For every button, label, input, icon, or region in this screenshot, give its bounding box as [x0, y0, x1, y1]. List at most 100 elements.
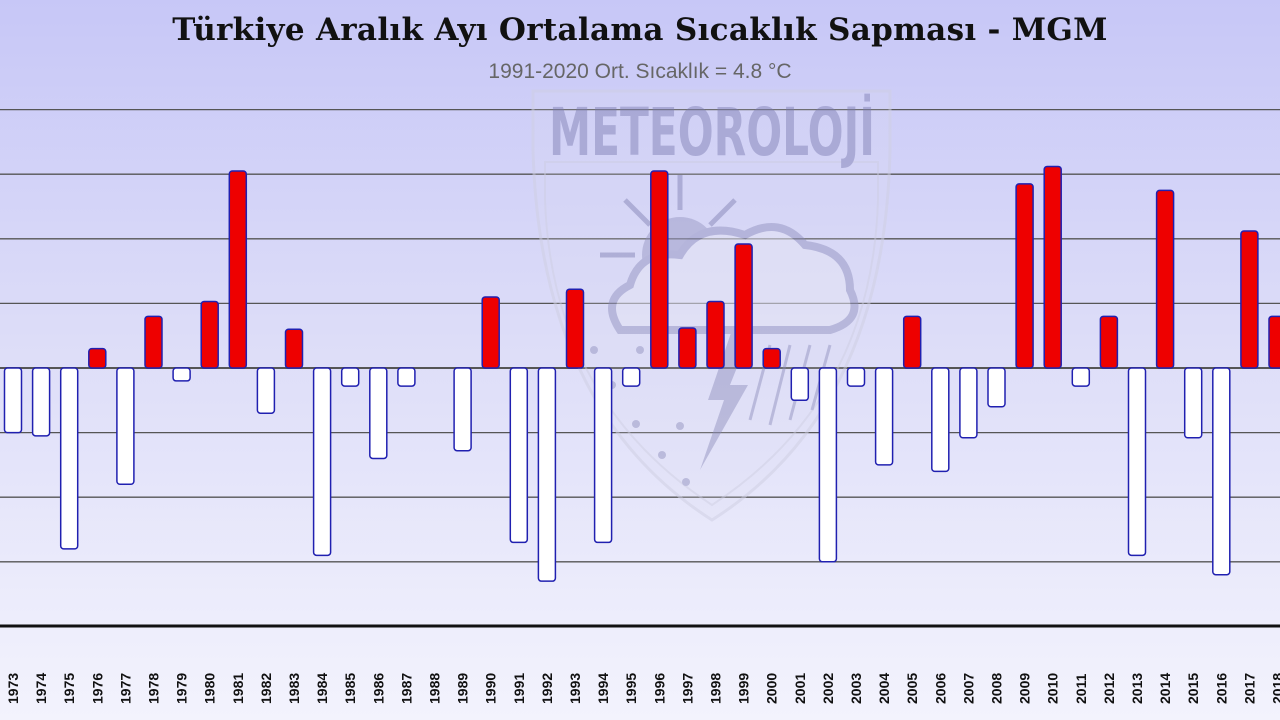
bar-2010	[1043, 165, 1062, 369]
bar-1986	[369, 367, 388, 460]
bar-1989	[453, 367, 472, 452]
x-tick-label: 2010	[1045, 673, 1061, 704]
bar-2003	[846, 367, 866, 387]
bar-1996	[650, 170, 669, 369]
bar-1985	[340, 367, 360, 387]
bar-1982	[256, 367, 276, 414]
x-tick-label: 1975	[61, 673, 77, 704]
x-tick-label: 1994	[595, 673, 611, 704]
x-tick-label: 1998	[708, 673, 724, 704]
x-tick-label: 1990	[483, 673, 499, 704]
x-tick-label: 2002	[820, 673, 836, 704]
watermark-text: METEOROLOJİ	[549, 94, 875, 171]
bar-1997	[678, 327, 697, 369]
bar-2004	[874, 367, 894, 466]
x-tick-label: 1989	[455, 673, 471, 704]
x-tick-label: 1979	[174, 673, 190, 704]
x-tick-label: 1978	[146, 673, 162, 704]
x-tick-label: 1985	[342, 673, 358, 704]
bars	[3, 165, 1280, 582]
bar-2017	[1240, 230, 1259, 369]
bar-1974	[31, 367, 51, 437]
x-tick-label: 2004	[876, 673, 892, 704]
x-tick-labels: 1973 1974 1975 1976 1977 1978 1979 1980 1981 1982…	[5, 673, 1280, 704]
bar-2000	[762, 347, 781, 369]
bar-2014	[1155, 189, 1175, 369]
bar-1976	[88, 347, 107, 369]
x-tick-label: 1988	[427, 673, 443, 704]
bar-1999	[734, 243, 753, 369]
x-tick-label: 1995	[623, 673, 639, 704]
bar-2001	[790, 367, 810, 402]
x-tick-label: 2017	[1241, 673, 1257, 704]
bar-1977	[116, 367, 135, 486]
bar-1975	[59, 367, 79, 550]
bar-1978	[144, 315, 163, 369]
x-tick-label: 1981	[230, 673, 246, 704]
bar-1987	[397, 367, 416, 387]
bar-1993	[565, 288, 585, 369]
x-tick-label: 2011	[1073, 673, 1089, 704]
bar-2011	[1071, 367, 1091, 387]
x-tick-label: 1991	[511, 673, 527, 704]
bar-2016	[1212, 367, 1231, 576]
x-tick-label: 1987	[398, 673, 414, 704]
x-tick-label: 2013	[1129, 673, 1145, 704]
bar-1992	[537, 367, 557, 582]
x-tick-label: 2003	[848, 673, 864, 704]
x-tick-label: 2015	[1185, 673, 1201, 704]
x-tick-label: 2012	[1101, 673, 1117, 704]
bar-1973	[3, 367, 23, 434]
x-tick-label: 1974	[33, 673, 49, 704]
bar-2009	[1015, 183, 1034, 369]
x-tick-label: 1997	[679, 673, 695, 704]
bar-1990	[481, 296, 500, 369]
bar-2007	[959, 367, 978, 439]
bar-1980	[200, 300, 219, 369]
bar-1984	[312, 367, 332, 557]
bar-1995	[621, 367, 641, 387]
cloud-icon	[608, 223, 859, 334]
bar-2005	[902, 315, 922, 369]
bar-2008	[987, 367, 1006, 408]
x-tick-label: 1992	[539, 673, 555, 704]
x-tick-label: 1977	[117, 673, 133, 704]
x-tick-label: 1982	[258, 673, 274, 704]
bar-1991	[509, 367, 529, 544]
x-tick-label: 1973	[5, 673, 21, 704]
x-tick-label: 2001	[792, 673, 808, 704]
bar-2002	[818, 367, 838, 563]
x-tick-label: 1976	[89, 673, 105, 704]
bar-1983	[284, 328, 304, 369]
x-tick-label: 1993	[567, 673, 583, 704]
chart-subtitle: 1991-2020 Ort. Sıcaklık = 4.8 °C	[488, 60, 792, 83]
x-tick-label: 1996	[651, 673, 667, 704]
x-tick-label: 2016	[1213, 673, 1229, 704]
x-tick-label: 2018	[1270, 673, 1280, 704]
lightning-icon	[700, 330, 752, 470]
bar-2015	[1183, 367, 1203, 439]
x-tick-label: 2006	[932, 673, 948, 704]
x-tick-label: 2009	[1017, 673, 1033, 704]
x-tick-label: 1984	[314, 673, 330, 704]
bar-2012	[1099, 315, 1119, 369]
x-tick-label: 1980	[202, 673, 218, 704]
x-tick-label: 1986	[370, 673, 386, 704]
x-tick-label: 2008	[989, 673, 1005, 704]
x-tick-label: 1983	[286, 673, 302, 704]
x-tick-label: 2000	[764, 673, 780, 704]
bar-1981	[228, 170, 248, 369]
x-tick-label: 1999	[736, 673, 752, 704]
chart-title: Türkiye Aralık Ayı Ortalama Sıcaklık Sap…	[172, 12, 1108, 48]
rain-drops-icon	[590, 346, 690, 486]
x-tick-label: 2005	[904, 673, 920, 704]
x-tick-label: 2007	[960, 673, 976, 704]
x-tick-label: 2014	[1157, 673, 1173, 704]
bar-1979	[172, 367, 191, 382]
bar-2006	[931, 367, 950, 473]
bar-1998	[706, 300, 725, 369]
bar-2013	[1127, 367, 1147, 557]
bar-1994	[593, 367, 613, 544]
bar-2018	[1268, 315, 1280, 369]
